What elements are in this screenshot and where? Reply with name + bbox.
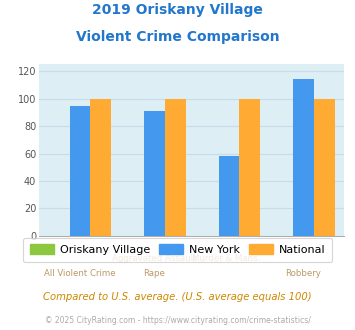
Bar bbox=[314, 99, 335, 236]
Text: 2019 Oriskany Village: 2019 Oriskany Village bbox=[92, 3, 263, 17]
Legend: Oriskany Village, New York, National: Oriskany Village, New York, National bbox=[23, 238, 332, 262]
Text: Murder & Mans...: Murder & Mans... bbox=[192, 254, 266, 263]
Bar bbox=[165, 99, 186, 236]
Text: Compared to U.S. average. (U.S. average equals 100): Compared to U.S. average. (U.S. average … bbox=[43, 292, 312, 302]
Bar bbox=[293, 80, 314, 236]
Bar bbox=[70, 106, 91, 236]
Bar bbox=[91, 99, 111, 236]
Bar bbox=[219, 156, 239, 236]
Text: © 2025 CityRating.com - https://www.cityrating.com/crime-statistics/: © 2025 CityRating.com - https://www.city… bbox=[45, 316, 310, 325]
Text: All Violent Crime: All Violent Crime bbox=[44, 269, 116, 278]
Text: Aggravated Assault: Aggravated Assault bbox=[112, 254, 197, 263]
Bar bbox=[239, 99, 260, 236]
Text: Rape: Rape bbox=[143, 269, 165, 278]
Text: Robbery: Robbery bbox=[285, 269, 321, 278]
Bar bbox=[144, 111, 165, 236]
Text: Violent Crime Comparison: Violent Crime Comparison bbox=[76, 30, 279, 44]
